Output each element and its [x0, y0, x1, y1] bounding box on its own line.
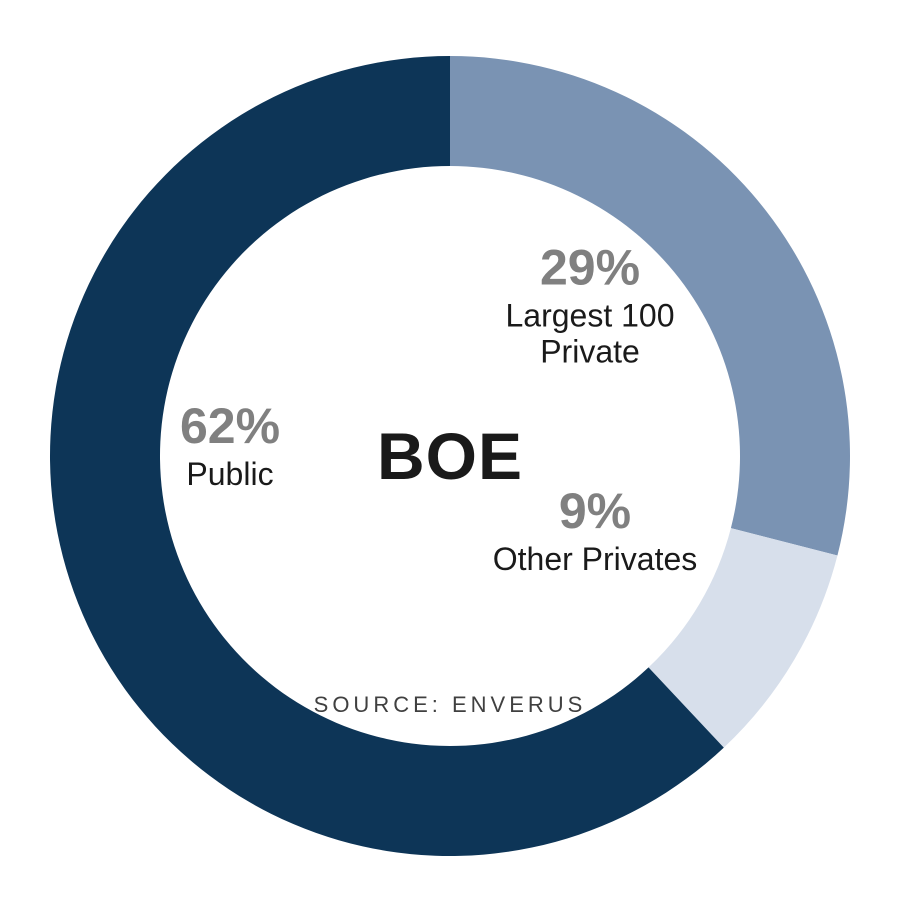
slice-name-2: Public — [180, 455, 280, 492]
slice-pct-2: 62% — [180, 398, 280, 456]
slice-label-1: 9% Other Privates — [493, 483, 698, 577]
slice-label-2: 62% Public — [180, 398, 280, 492]
slice-name-0: Largest 100 Private — [470, 297, 710, 371]
slice-label-0: 29% Largest 100 Private — [470, 239, 710, 370]
slice-pct-0: 29% — [470, 239, 710, 297]
slice-pct-1: 9% — [493, 483, 698, 541]
donut-chart-container: BOE 29% Largest 100 Private 9% Other Pri… — [0, 0, 900, 912]
slice-name-1: Other Privates — [493, 540, 698, 577]
chart-source: SOURCE: ENVERUS — [314, 692, 587, 718]
